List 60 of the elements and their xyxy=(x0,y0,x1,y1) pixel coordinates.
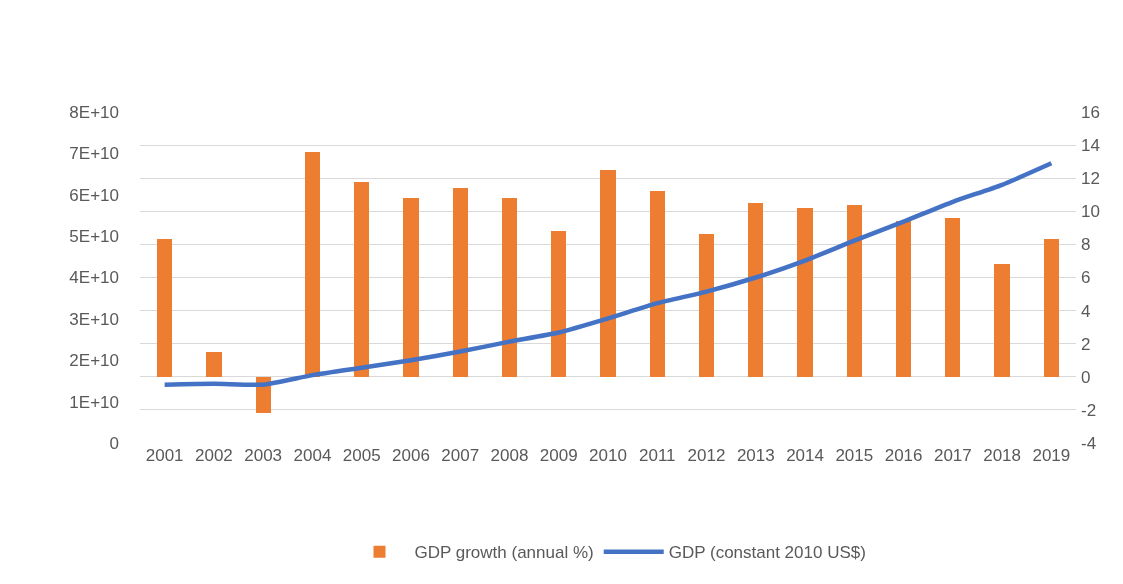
legend-label: GDP (constant 2010 US$) xyxy=(668,543,866,563)
x-tick-label: 2015 xyxy=(835,446,874,465)
y-tick-label: 3E+10 xyxy=(69,309,119,329)
x-tick-label: 2013 xyxy=(736,446,775,465)
y2-tick-label: 2 xyxy=(1081,334,1091,354)
bar xyxy=(157,239,172,377)
y-tick-label: 4E+10 xyxy=(69,268,119,288)
y2-tick-label: -4 xyxy=(1081,433,1097,453)
y-tick-label: 5E+10 xyxy=(69,227,119,247)
x-tick-label: 2017 xyxy=(933,446,972,465)
x-tick-label: 2019 xyxy=(1032,446,1071,465)
y2-tick-label: 0 xyxy=(1081,367,1091,387)
y-tick-label: 2E+10 xyxy=(69,351,119,371)
x-tick-label: 2002 xyxy=(194,446,233,465)
bar xyxy=(453,188,468,377)
bar xyxy=(403,198,419,377)
x-tick-label: 2004 xyxy=(293,446,332,465)
x-tick-label: 2016 xyxy=(884,446,923,465)
x-tick-label: 2006 xyxy=(392,446,430,465)
bar xyxy=(354,182,369,377)
bar xyxy=(650,191,665,377)
x-tick-label: 2007 xyxy=(441,446,480,465)
y-tick-label: 0 xyxy=(109,433,119,453)
y-tick-label: 7E+10 xyxy=(69,144,119,164)
x-tick-label: 2012 xyxy=(687,446,726,465)
y2-tick-label: 16 xyxy=(1081,102,1100,122)
line-series xyxy=(162,161,1054,388)
bar xyxy=(551,231,566,377)
x-tick-label: 2018 xyxy=(983,446,1022,465)
y2-tick-label: 4 xyxy=(1081,301,1091,321)
bar xyxy=(847,205,862,377)
x-tick-label: 2003 xyxy=(244,446,283,465)
x-tick-label: 2010 xyxy=(589,446,627,465)
bar xyxy=(896,221,911,377)
bar xyxy=(945,218,960,377)
bar xyxy=(748,203,763,377)
bar xyxy=(994,264,1010,377)
y2-tick-label: 10 xyxy=(1081,202,1100,222)
y-tick-label: 6E+10 xyxy=(69,185,119,205)
bar xyxy=(699,234,714,377)
y2-tick-label: 12 xyxy=(1081,169,1100,189)
x-tick-label: 2009 xyxy=(539,446,578,465)
bar xyxy=(797,208,813,377)
y2-tick-label: -2 xyxy=(1081,400,1097,420)
x-tick-label: 2001 xyxy=(145,446,184,465)
x-tick-label: 2014 xyxy=(786,446,824,465)
bar xyxy=(305,152,320,377)
y-tick-label: 8E+10 xyxy=(69,102,119,122)
bar xyxy=(502,198,517,377)
x-tick-label: 2011 xyxy=(638,446,676,465)
bar xyxy=(600,170,616,377)
x-tick-label: 2005 xyxy=(342,446,381,465)
bar xyxy=(1044,239,1059,377)
x-tick-label: 2008 xyxy=(490,446,529,465)
y-tick-label: 1E+10 xyxy=(69,392,119,412)
y2-tick-label: 8 xyxy=(1081,235,1091,255)
y2-tick-label: 14 xyxy=(1081,136,1100,156)
y2-tick-label: 6 xyxy=(1081,268,1091,288)
bar xyxy=(206,352,222,377)
legend-label: GDP growth (annual %) xyxy=(414,543,594,563)
